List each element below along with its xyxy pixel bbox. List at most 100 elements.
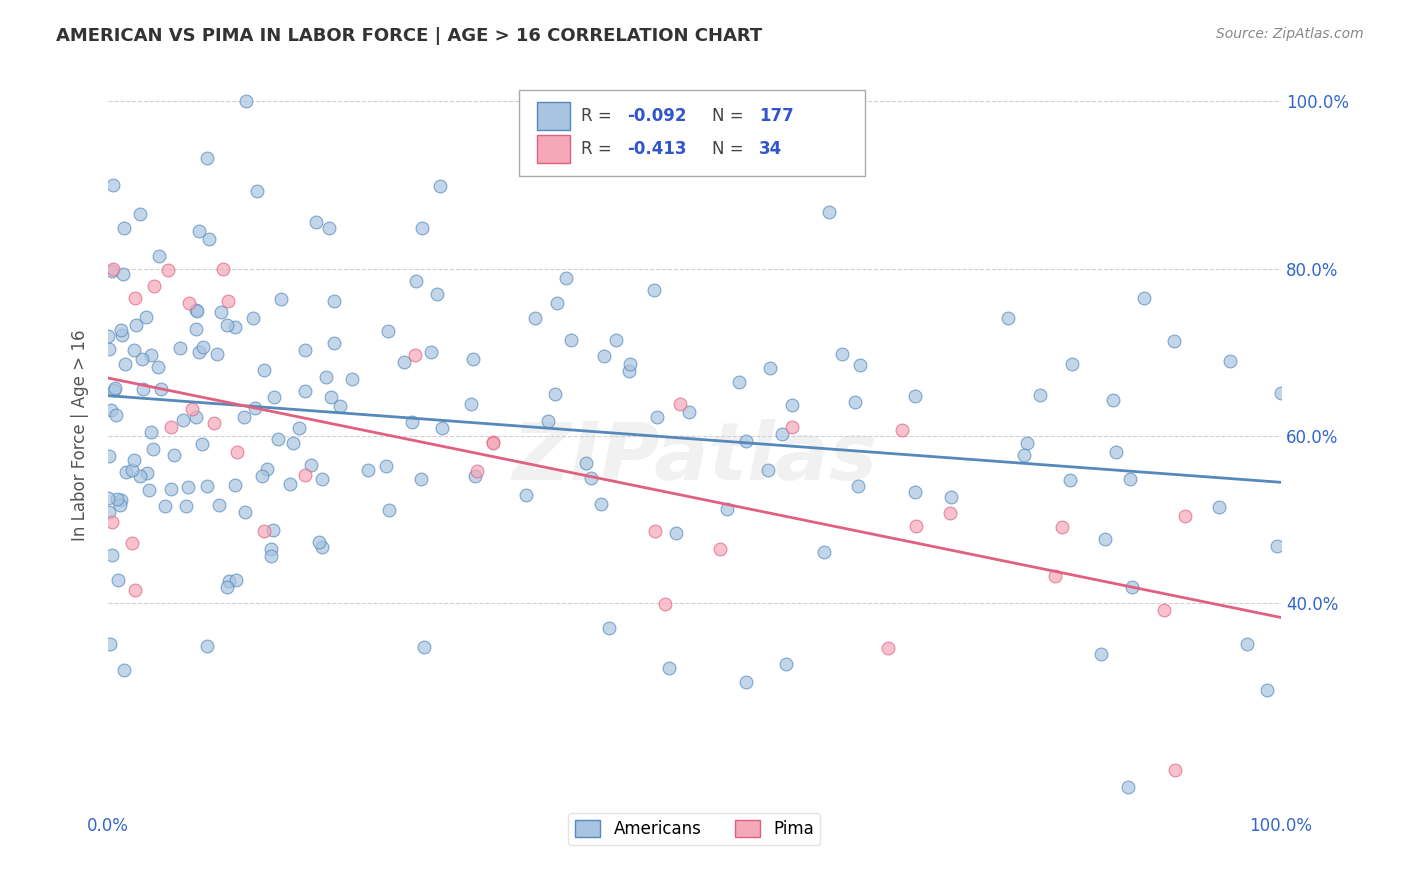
- Point: [253, 362, 276, 376]
- Point: [904, 519, 927, 533]
- Point: [377, 324, 399, 338]
- Point: [849, 358, 872, 372]
- Point: [179, 296, 201, 310]
- Point: [1236, 637, 1258, 651]
- Point: [844, 395, 866, 409]
- Point: [357, 463, 380, 477]
- Point: [195, 478, 218, 492]
- Point: [392, 355, 415, 369]
- FancyBboxPatch shape: [519, 90, 865, 177]
- Point: [617, 364, 640, 378]
- Point: [226, 444, 249, 458]
- Point: [780, 420, 803, 434]
- Point: [250, 469, 273, 483]
- Point: [104, 381, 127, 395]
- Point: [101, 264, 124, 278]
- Point: [813, 545, 835, 559]
- Point: [1153, 603, 1175, 617]
- Legend: Americans, Pima: Americans, Pima: [568, 814, 821, 845]
- Point: [122, 453, 145, 467]
- Point: [149, 382, 172, 396]
- Point: [554, 271, 576, 285]
- Point: [98, 637, 121, 651]
- Point: [1208, 500, 1230, 514]
- Point: [197, 152, 219, 166]
- Point: [148, 359, 170, 374]
- Point: [323, 335, 346, 350]
- Text: Source: ZipAtlas.com: Source: ZipAtlas.com: [1216, 27, 1364, 41]
- Point: [939, 506, 962, 520]
- Point: [131, 382, 153, 396]
- Point: [184, 302, 207, 317]
- Point: [103, 261, 125, 276]
- Point: [188, 224, 211, 238]
- Text: 177: 177: [759, 107, 794, 125]
- Point: [107, 491, 129, 506]
- Point: [131, 351, 153, 366]
- Point: [174, 500, 197, 514]
- Point: [876, 641, 898, 656]
- Point: [209, 304, 232, 318]
- Point: [246, 184, 269, 198]
- Point: [759, 360, 782, 375]
- Text: ZIPatlas: ZIPatlas: [512, 419, 877, 498]
- Point: [224, 320, 246, 334]
- Point: [98, 342, 121, 356]
- Point: [103, 383, 125, 397]
- Point: [288, 421, 311, 435]
- Point: [122, 343, 145, 357]
- Point: [283, 436, 305, 450]
- Point: [560, 333, 582, 347]
- Point: [202, 416, 225, 430]
- Point: [1121, 580, 1143, 594]
- Point: [329, 399, 352, 413]
- Point: [1029, 388, 1052, 402]
- Point: [253, 524, 276, 538]
- Point: [157, 263, 180, 277]
- Point: [941, 491, 963, 505]
- Point: [735, 434, 758, 448]
- Point: [460, 396, 482, 410]
- Point: [311, 472, 333, 486]
- Point: [643, 283, 665, 297]
- Point: [148, 249, 170, 263]
- Point: [658, 661, 681, 675]
- Point: [211, 261, 233, 276]
- Point: [305, 215, 328, 229]
- Point: [1090, 647, 1112, 661]
- Point: [242, 311, 264, 326]
- Point: [110, 498, 132, 512]
- Point: [426, 287, 449, 301]
- Point: [831, 347, 853, 361]
- Point: [110, 492, 132, 507]
- Point: [413, 640, 436, 654]
- Point: [318, 220, 340, 235]
- Point: [481, 436, 503, 450]
- Point: [259, 542, 281, 557]
- Point: [129, 206, 152, 220]
- Point: [121, 463, 143, 477]
- Point: [780, 398, 803, 412]
- Point: [709, 542, 731, 557]
- Point: [591, 498, 613, 512]
- Point: [1265, 539, 1288, 553]
- Point: [256, 462, 278, 476]
- Point: [598, 621, 620, 635]
- Point: [904, 485, 927, 500]
- Point: [139, 348, 162, 362]
- Point: [177, 480, 200, 494]
- Point: [112, 663, 135, 677]
- Point: [112, 220, 135, 235]
- Point: [187, 344, 209, 359]
- Point: [260, 549, 283, 564]
- Point: [1174, 508, 1197, 523]
- Point: [405, 274, 427, 288]
- Text: -0.413: -0.413: [627, 140, 688, 158]
- Point: [101, 515, 124, 529]
- Point: [374, 458, 396, 473]
- Point: [135, 467, 157, 481]
- Point: [1116, 780, 1139, 794]
- Point: [232, 410, 254, 425]
- Point: [235, 95, 257, 109]
- Point: [308, 535, 330, 549]
